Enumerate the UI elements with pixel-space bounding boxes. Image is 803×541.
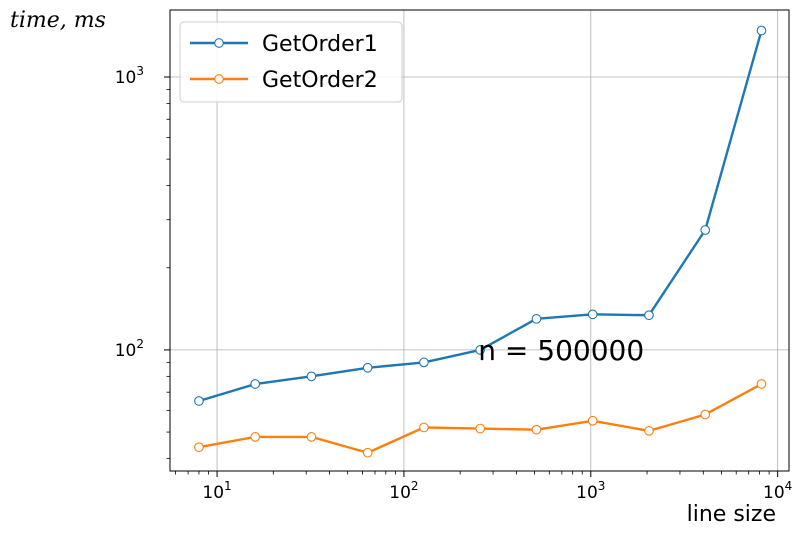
legend-marker-getorder1	[214, 38, 224, 48]
data-point-getorder1	[587, 309, 598, 320]
legend: GetOrder1 GetOrder2	[179, 21, 403, 103]
data-point-getorder2	[419, 422, 429, 433]
data-point-getorder2	[531, 424, 542, 435]
chart-annotation: n = 500000	[478, 334, 644, 367]
y-tick-label: 102	[115, 337, 144, 361]
y-axis-title: time, ms	[10, 8, 106, 33]
data-point-getorder1	[475, 345, 486, 355]
axis-ticks: 101 102 103 104 102 103	[115, 64, 793, 503]
series-lines	[194, 25, 767, 458]
data-point-getorder2	[587, 415, 598, 426]
data-point-getorder1	[362, 362, 373, 373]
data-point-getorder2	[306, 432, 317, 442]
data-point-getorder2	[644, 426, 654, 436]
x-tick-label: 101	[202, 479, 231, 503]
x-tick-label: 103	[576, 479, 605, 503]
x-tick-label: 104	[763, 479, 792, 503]
legend-label-getorder1: GetOrder1	[262, 32, 378, 57]
data-point-getorder1	[700, 225, 711, 235]
legend-marker-getorder2	[214, 74, 224, 84]
data-point-getorder1	[194, 396, 204, 406]
plot-frame	[169, 9, 790, 472]
data-point-getorder1	[756, 25, 767, 36]
x-tick-label: 102	[389, 479, 418, 503]
data-point-getorder2	[475, 423, 486, 434]
legend-label-getorder2: GetOrder2	[262, 68, 378, 93]
x-axis-title: line size	[686, 502, 776, 527]
series-line-getorder2	[198, 382, 763, 454]
data-point-getorder2	[194, 442, 204, 453]
data-point-getorder2	[250, 432, 261, 442]
y-tick-label: 103	[115, 64, 144, 88]
data-point-getorder1	[306, 371, 317, 382]
data-point-getorder1	[644, 310, 654, 321]
data-point-getorder1	[419, 357, 429, 368]
data-point-getorder2	[700, 409, 711, 420]
data-point-getorder2	[362, 447, 373, 458]
data-point-getorder1	[531, 313, 542, 324]
data-point-getorder2	[756, 379, 767, 389]
data-point-getorder1	[250, 379, 261, 389]
